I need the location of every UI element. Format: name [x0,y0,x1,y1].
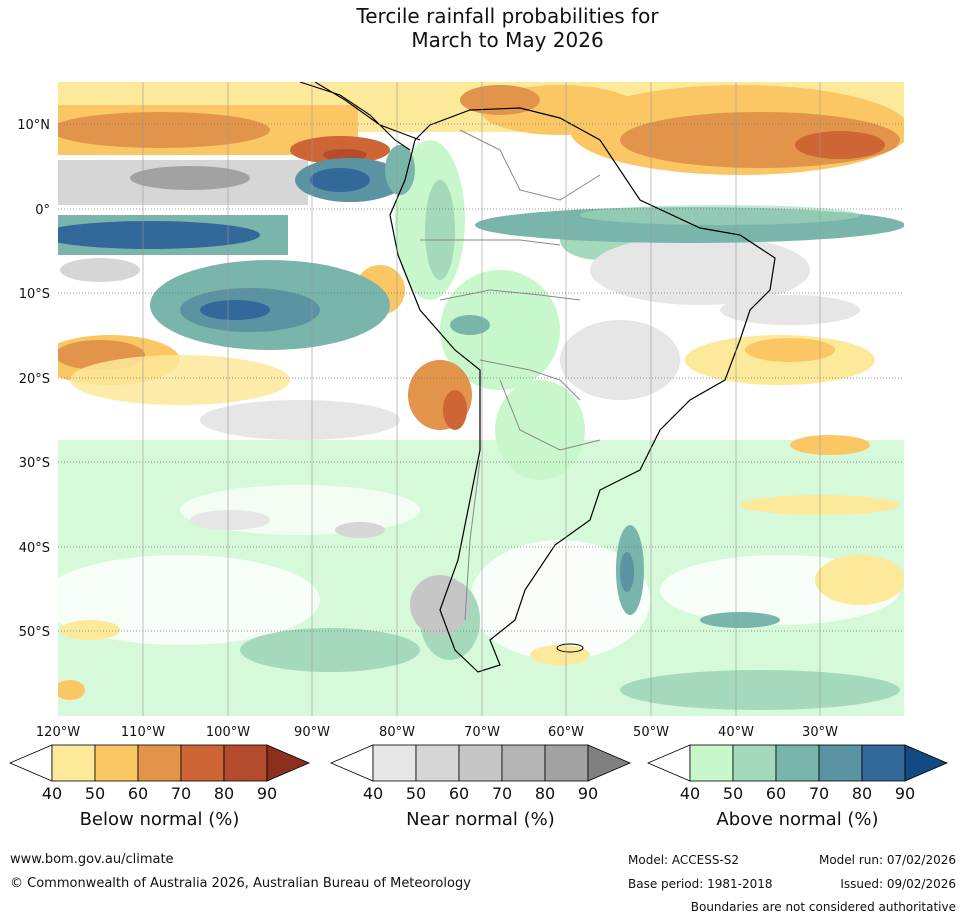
legend-swatch [94,744,139,782]
title-line-2: March to May 2026 [411,28,604,52]
legend-tick-label: 90 [257,784,277,803]
lat-label: 0° [35,203,50,218]
lat-label: 20°S [19,372,50,387]
legend-tick-label: 60 [766,784,786,803]
legend-caption: Near normal (%) [406,809,555,830]
title-line-1: Tercile rainfall probabilities for [356,4,659,28]
lat-label: 50°S [19,625,50,640]
legend-swatch [775,744,820,782]
latitude-labels: 10°N 0° 10°S 20°S 30°S 40°S 50°S [17,118,50,640]
base-period-text: Base period: 1981-2018 [628,877,773,891]
model-text: Model: ACCESS-S2 [628,853,740,867]
lon-label: 120°W [36,725,80,740]
legend-tick-label: 70 [171,784,191,803]
legend-swatch [587,744,632,782]
lat-label: 30°S [19,456,50,471]
legend-group: 40 50 60 70 80 90 Below normal (%) 40 50 60 70 80 90… [8,744,949,830]
legend-swatch [818,744,863,782]
legend-swatch [458,744,503,782]
website-link[interactable]: www.bom.gov.au/climate [10,852,174,867]
legend-tick-label: 90 [578,784,598,803]
lon-label: 50°W [633,725,669,740]
below-normal-legend: 40 50 60 70 80 90 Below normal (%) [8,744,311,830]
map-title: Tercile rainfall probabilities for March… [0,4,965,52]
legend-swatch [646,744,691,782]
model-run-text: Model run: 07/02/2026 [818,853,956,867]
legend-swatch [732,744,777,782]
legend-swatch [372,744,417,782]
graticule-lon [142,82,821,716]
legend-tick-label: 40 [363,784,383,803]
near-normal-fields [58,160,860,635]
lon-label: 90°W [294,725,330,740]
legend-tick-label: 80 [535,784,555,803]
lon-label: 70°W [464,725,500,740]
legend-swatch [544,744,589,782]
above-normal-legend: 40 50 60 70 80 90 Above normal (%) [646,744,949,830]
legend-caption: Below normal (%) [80,809,240,830]
near-normal-legend: 40 50 60 70 80 90 Near normal (%) [329,744,632,830]
below-normal-fields [58,82,904,700]
lon-label: 110°W [121,725,165,740]
above-normal-fields [58,140,904,716]
issued-text: Issued: 09/02/2026 [840,877,956,891]
legend-swatch [689,744,734,782]
lon-label: 30°W [802,725,838,740]
legend-tick-label: 50 [406,784,426,803]
map-panel [58,82,904,716]
legend-tick-label: 60 [128,784,148,803]
legend-swatch [329,744,374,782]
lon-label: 100°W [206,725,250,740]
falkland-islands [556,643,584,653]
legend-tick-label: 80 [852,784,872,803]
legend-swatch [51,744,96,782]
graticule [58,123,904,632]
legend-swatch [137,744,182,782]
legend-tick-label: 50 [723,784,743,803]
south-america-coastline [389,107,776,673]
country-borders [420,129,601,621]
legend-tick-label: 40 [680,784,700,803]
lat-label: 10°S [19,287,50,302]
legend-tick-label: 60 [449,784,469,803]
lon-label: 80°W [379,725,415,740]
legend-swatch [223,744,268,782]
legend-swatch [904,744,949,782]
legend-swatch [501,744,546,782]
lat-label: 10°N [17,118,50,133]
disclaimer-text: Boundaries are not considered authoritat… [690,900,956,914]
longitude-labels: 120°W 110°W 100°W 90°W 80°W 70°W 60°W 50… [36,725,838,740]
lat-label: 40°S [19,541,50,556]
legend-tick-label: 80 [214,784,234,803]
central-america-coastline [299,82,421,151]
above-normal-strong [58,145,904,350]
legend-swatch [415,744,460,782]
legend-tick-label: 90 [895,784,915,803]
legend-tick-label: 40 [42,784,62,803]
copyright-text: © Commonwealth of Australia 2026, Austra… [10,876,471,891]
legend-swatch [8,744,53,782]
legend-tick-label: 50 [85,784,105,803]
legend-tick-label: 70 [492,784,512,803]
legend-tick-label: 70 [809,784,829,803]
legend-swatch [180,744,225,782]
legend-caption: Above normal (%) [716,809,878,830]
lon-label: 60°W [548,725,584,740]
legend-swatch [266,744,311,782]
lon-label: 40°W [718,725,754,740]
legend-swatch [861,744,906,782]
